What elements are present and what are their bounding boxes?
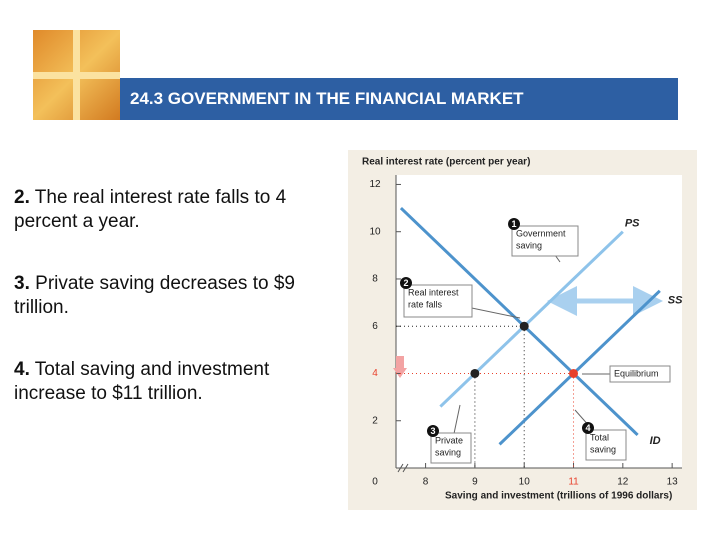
annotation-text: rate falls	[408, 299, 443, 309]
x-tick-label: 11	[568, 477, 579, 488]
x-tick-label: 12	[617, 477, 629, 488]
bullet-number: 3.	[14, 273, 30, 294]
annotation-text: Equilibrium	[614, 368, 659, 378]
series-line	[498, 289, 661, 446]
annotation-number: 3	[430, 426, 435, 436]
annotation-box	[430, 432, 472, 464]
bullet: 2. The real interest rate falls to 4 per…	[14, 186, 344, 234]
series-label: SS	[668, 295, 683, 307]
point	[470, 368, 480, 378]
annotation-box	[609, 365, 671, 383]
y-tick-label: 6	[372, 321, 378, 332]
bullet: 4. Total saving and investment increase …	[14, 358, 344, 406]
title: 24.3 GOVERNMENT IN THE FINANCIAL MARKET	[130, 89, 524, 108]
y-tick-label: 10	[369, 226, 381, 237]
annotation-text: Government	[516, 228, 566, 238]
y-tick-label: 4	[372, 368, 378, 379]
annotation-text: Real interest	[408, 287, 459, 297]
point	[519, 321, 529, 331]
x-tick-label: 13	[667, 477, 679, 488]
annotation-box	[585, 429, 627, 461]
y-tick-label: 12	[369, 179, 381, 190]
point	[569, 368, 579, 378]
bullet: 3. Private saving decreases to $9 trilli…	[14, 272, 344, 320]
annotation-badge	[508, 218, 520, 230]
bullet-text: The real interest rate falls to 4 percen…	[14, 187, 287, 232]
series-label: ID	[650, 435, 661, 447]
x-tick-label: 8	[423, 477, 429, 488]
x-tick-label: 9	[472, 477, 478, 488]
annotation-text: saving	[516, 240, 542, 250]
series-line	[439, 230, 624, 408]
annotation-text: saving	[590, 444, 616, 454]
bullet-text: Private saving decreases to $9 trillion.	[14, 273, 295, 318]
annotation-text: saving	[435, 447, 461, 457]
logo	[33, 30, 120, 120]
bullet-text: Total saving and investment increase to …	[14, 359, 270, 404]
bullet-number: 2.	[14, 187, 30, 208]
y-tick-label: 8	[372, 274, 378, 285]
annotation-text: Private	[435, 435, 463, 445]
annotation-box	[511, 225, 579, 257]
annotation-badge	[400, 277, 412, 289]
x-axis-label: Saving and investment (trillions of 1996…	[445, 491, 672, 502]
series-line	[399, 206, 639, 437]
y-tick-label: 2	[372, 415, 378, 426]
annotation-number: 4	[585, 423, 590, 433]
annotation-number: 1	[511, 219, 516, 229]
bullet-number: 4.	[14, 359, 30, 380]
annotation-badge	[582, 422, 594, 434]
annotation-number: 2	[403, 278, 408, 288]
annotation-box	[403, 284, 473, 318]
plot-area	[396, 175, 682, 468]
title-bar: 24.3 GOVERNMENT IN THE FINANCIAL MARKET	[120, 78, 678, 120]
x-tick-label: 10	[519, 477, 531, 488]
y-tick-label: 0	[372, 477, 378, 488]
annotation-badge	[427, 425, 439, 437]
annotation-text: Total	[590, 432, 609, 442]
series-label: PS	[625, 218, 640, 230]
y-axis-label: Real interest rate (percent per year)	[362, 157, 530, 168]
